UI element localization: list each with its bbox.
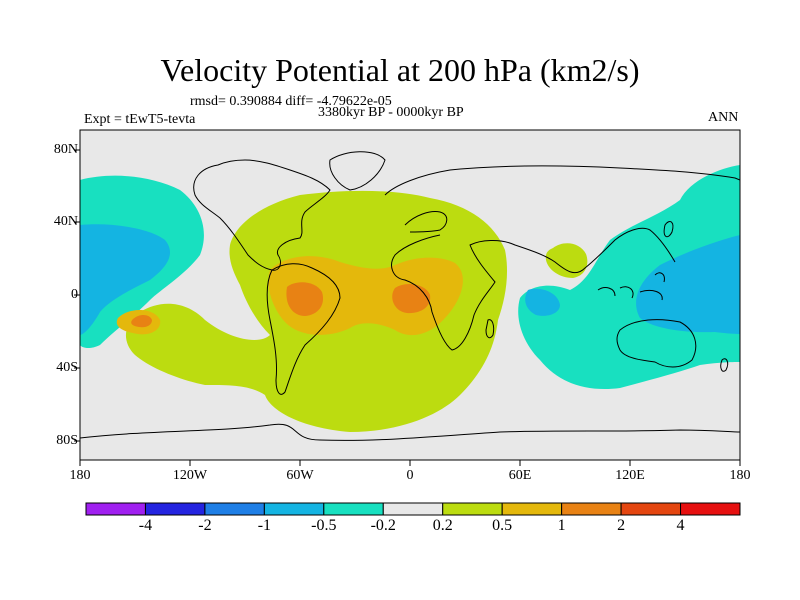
coastlines	[80, 151, 740, 441]
x-tick-label: 180	[729, 468, 751, 483]
x-tick-label: 120E	[615, 468, 645, 483]
colorbar-swatch	[561, 502, 622, 516]
colorbar-label: 2	[617, 517, 626, 534]
colorbar-swatch	[680, 502, 741, 516]
colorbar-label: 0.5	[492, 517, 513, 534]
colorbar-label: 4	[676, 517, 685, 534]
colorbar-swatch	[85, 502, 146, 516]
colorbar-label: -1	[257, 517, 272, 534]
tropical-positive-band	[268, 256, 463, 336]
colorbar-label: -0.2	[370, 517, 396, 534]
colorbar-swatch	[204, 502, 265, 516]
y-tick-label: 80S	[56, 433, 78, 448]
colorbar-label: -4	[138, 517, 153, 534]
y-tick-label: 40S	[56, 360, 78, 375]
south-america-maximum	[286, 282, 324, 316]
x-tick-label: 180	[69, 468, 91, 483]
colorbar-swatch	[501, 502, 563, 516]
australia-coast	[616, 319, 697, 368]
greenland-coast	[329, 151, 386, 191]
y-tick-label: 80N	[53, 142, 78, 157]
west-pacific-negative-core	[636, 235, 740, 334]
antarctica-coast	[80, 423, 740, 441]
colorbar	[85, 502, 741, 516]
x-tick-label: 60E	[508, 468, 532, 483]
chart-title: Velocity Potential at 200 hPa (km2/s)	[160, 52, 640, 88]
madagascar-coast	[485, 319, 495, 339]
colorbar-swatch	[442, 502, 503, 516]
africa-maximum	[392, 283, 431, 314]
colorbar-label: 0.2	[432, 517, 453, 534]
colorbar-swatch	[144, 502, 206, 516]
indian-ocean-negative-core	[525, 288, 560, 316]
x-tick-label: 120W	[172, 468, 208, 483]
colorbar-label: 1	[557, 517, 566, 534]
maritime-continent-coast	[597, 272, 665, 301]
colorbar-swatch	[382, 502, 444, 516]
colorbar-label: -2	[198, 517, 212, 534]
axis-ticks	[74, 149, 741, 466]
contour-fill-layer	[80, 130, 740, 460]
period-label: 3380kyr BP - 0000kyr BP	[318, 105, 464, 120]
colorbar-swatch	[323, 502, 384, 516]
colorbar-label: -0.5	[311, 517, 337, 534]
south-pacific-positive-core	[131, 314, 152, 328]
new-zealand-coast	[720, 358, 729, 372]
y-tick-label: 40N	[53, 214, 78, 229]
west-pacific-negative-region	[518, 165, 740, 390]
season-label: ANN	[708, 110, 739, 125]
y-tick-label: 0	[71, 287, 78, 302]
stats-label: rmsd= 0.390884 diff= -4.79622e-05	[190, 94, 392, 109]
japan-coast	[663, 221, 674, 238]
india-positive-region	[545, 243, 588, 278]
colorbar-swatch	[263, 502, 325, 516]
south-america-coast	[266, 263, 341, 395]
north-america-coast	[193, 159, 331, 271]
eurasia-africa-coast	[384, 165, 740, 351]
experiment-label: Expt = tEwT5-tevta	[84, 112, 196, 127]
north-pacific-negative-core	[80, 224, 170, 335]
colorbar-swatch	[620, 502, 682, 516]
x-tick-label: 0	[406, 468, 414, 483]
x-tick-label: 60W	[286, 468, 314, 483]
